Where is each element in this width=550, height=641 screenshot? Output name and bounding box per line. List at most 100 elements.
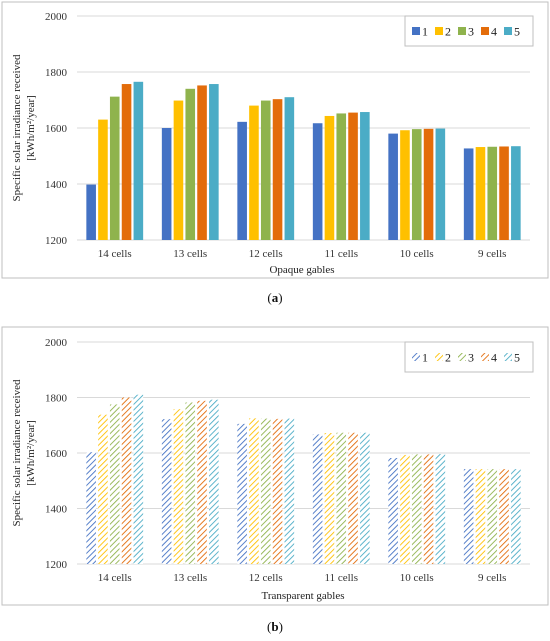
bar-series-4-10-cells [423, 128, 434, 240]
y-axis-title-line1: Specific solar irradiance received [11, 379, 23, 526]
x-tick-label: 11 cells [325, 572, 359, 584]
chart-frame [1, 326, 549, 606]
y-tick-label: 1200 [45, 235, 68, 247]
legend: 1 2 3 4 5 [404, 341, 534, 373]
x-tick-label: 13 cells [173, 248, 207, 260]
bar-series-5-13-cells [209, 399, 219, 564]
y-tick-label: 2000 [45, 11, 68, 23]
bar-series-1-9-cells [463, 148, 474, 240]
y-axis-title-line2: [kWh/m²/year] [25, 95, 37, 161]
bar-series-2-10-cells [400, 454, 410, 564]
bar-series-4-13-cells [197, 85, 207, 240]
legend-swatch-4 [481, 353, 489, 361]
bar-series-5-12-cells [284, 418, 295, 564]
legend-swatch-1 [412, 27, 420, 35]
bar-series-2-14-cells [98, 414, 108, 564]
chart-opaque-gables: 1200 1400 1600 1800 2000 14 cells 13 cells 12 … [1, 1, 549, 279]
bar-series-4-13-cells [197, 400, 207, 564]
caption-a: (a) [267, 290, 282, 305]
y-tick-labels: 1200 1400 1600 1800 2000 [45, 11, 68, 247]
gridlines [77, 341, 530, 565]
x-tick-label: 13 cells [173, 572, 207, 584]
y-tick-label: 1600 [45, 448, 68, 460]
legend-swatch-1 [412, 353, 420, 361]
y-tick-labels: 1200 1400 1600 1800 2000 [45, 337, 68, 571]
x-tick-labels: 14 cells 13 cells 12 cells 11 cells 10 cells… [98, 572, 507, 584]
x-tick-label: 11 cells [325, 248, 359, 260]
bar-series-1-10-cells [388, 133, 398, 240]
legend-label-2: 2 [445, 351, 451, 365]
y-tick-label: 1200 [45, 559, 68, 571]
bar-series-2-9-cells [475, 147, 486, 240]
y-axis-title-line2: [kWh/m²/year] [25, 420, 37, 486]
chart-frame [1, 1, 549, 279]
legend-swatch-3 [458, 353, 466, 361]
bar-series-2-12-cells [249, 418, 259, 564]
bars [86, 81, 521, 240]
bar-series-3-12-cells [260, 100, 271, 240]
bar-series-4-11-cells [348, 432, 358, 564]
bar-series-4-12-cells [272, 418, 283, 564]
legend-label-5: 5 [514, 25, 520, 39]
bar-series-2-11-cells [324, 433, 335, 564]
legend-label-5: 5 [514, 351, 520, 365]
legend-swatch-5 [504, 353, 512, 361]
caption-b: (b) [267, 619, 283, 634]
legend-label-3: 3 [468, 25, 474, 39]
bar-series-3-9-cells [487, 146, 498, 240]
bar-series-5-10-cells [435, 128, 446, 240]
legend-label-3: 3 [468, 351, 474, 365]
legend-swatch-3 [458, 27, 466, 35]
y-tick-label: 1400 [45, 504, 68, 516]
bar-series-4-11-cells [348, 112, 358, 240]
x-tick-label: 9 cells [478, 572, 506, 584]
bar-series-2-13-cells [173, 409, 184, 564]
caption-b-letter: b [271, 619, 278, 634]
legend-swatch-2 [435, 353, 443, 361]
bar-series-3-12-cells [260, 418, 271, 564]
x-tick-label: 10 cells [400, 248, 434, 260]
bar-series-5-11-cells [360, 112, 370, 240]
bar-series-5-9-cells [511, 469, 521, 564]
x-axis-title: Opaque gables [269, 264, 334, 276]
bar-series-3-11-cells [336, 432, 347, 564]
bar-series-3-11-cells [336, 113, 347, 240]
bar-series-1-11-cells [312, 434, 323, 564]
bar-series-3-10-cells [411, 454, 422, 564]
bars [86, 394, 521, 564]
bar-series-3-14-cells [109, 404, 120, 564]
y-tick-label: 1400 [45, 179, 68, 191]
bar-series-5-13-cells [209, 84, 219, 240]
y-axis-title-line1: Specific solar irradiance received [11, 54, 23, 201]
bar-series-4-14-cells [121, 397, 132, 564]
bar-series-2-11-cells [324, 115, 335, 240]
x-tick-label: 14 cells [98, 572, 132, 584]
bar-series-5-14-cells [133, 81, 144, 240]
legend-swatch-2 [435, 27, 443, 35]
bar-series-1-12-cells [237, 121, 247, 240]
legend-label-4: 4 [491, 351, 497, 365]
legend-swatch-5 [504, 27, 512, 35]
bar-series-5-11-cells [360, 432, 370, 564]
bar-series-1-13-cells [161, 128, 172, 240]
bar-series-2-14-cells [98, 119, 108, 240]
y-tick-label: 1800 [45, 393, 68, 405]
bar-series-1-14-cells [86, 184, 96, 240]
x-tick-labels: 14 cells 13 cells 12 cells 11 cells 10 cells… [98, 248, 507, 260]
bar-series-2-13-cells [173, 100, 184, 240]
y-tick-label: 2000 [45, 337, 68, 349]
legend-label-2: 2 [445, 25, 451, 39]
bar-series-2-10-cells [400, 130, 410, 240]
bar-series-3-13-cells [185, 88, 196, 240]
x-tick-label: 10 cells [400, 572, 434, 584]
bar-series-4-9-cells [499, 146, 509, 240]
x-axis-title: Transparent gables [262, 590, 345, 602]
bar-series-3-13-cells [185, 402, 196, 564]
bar-series-5-10-cells [435, 454, 446, 564]
bar-series-2-12-cells [249, 105, 259, 240]
bar-series-4-10-cells [423, 454, 434, 564]
x-tick-label: 9 cells [478, 248, 506, 260]
legend: 1 2 3 4 5 [404, 15, 534, 47]
bar-series-3-10-cells [411, 129, 422, 240]
